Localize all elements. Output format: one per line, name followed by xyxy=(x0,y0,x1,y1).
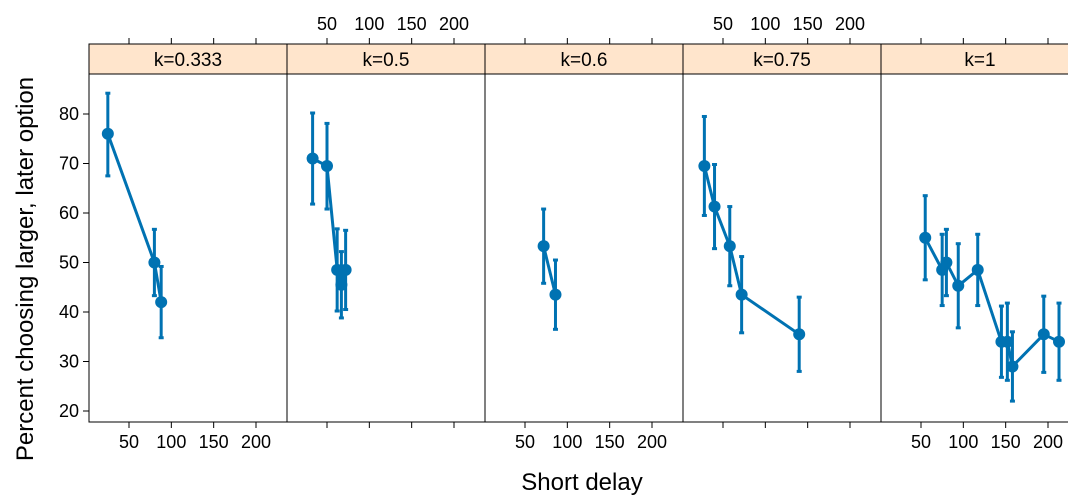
data-point xyxy=(698,159,711,172)
data-point xyxy=(148,256,161,269)
x-tick-label: 200 xyxy=(241,432,271,452)
panel-frame xyxy=(484,73,684,423)
y-tick-label: 40 xyxy=(59,302,79,322)
x-tick-label: 100 xyxy=(156,432,186,452)
x-tick-label: 100 xyxy=(552,432,582,452)
x-tick-label: 50 xyxy=(713,14,733,34)
y-axis: 20 30 40 50 60 70 80 xyxy=(59,104,89,421)
series-line xyxy=(542,245,557,296)
panel-strip-label: k=0.5 xyxy=(362,50,409,71)
x-tick-label: 150 xyxy=(199,432,229,452)
x-tick-label: 100 xyxy=(750,14,780,34)
panel-data xyxy=(919,194,1066,403)
y-tick-label: 50 xyxy=(59,253,79,273)
series-line xyxy=(702,165,801,336)
data-point xyxy=(537,240,550,253)
panel-strip xyxy=(286,43,486,75)
data-point xyxy=(723,240,736,253)
panel-strip-label: k=0.75 xyxy=(753,50,811,71)
y-tick-label: 20 xyxy=(59,401,79,421)
panel-4: k=0.75 50 100 150 200 xyxy=(682,14,882,428)
data-point xyxy=(793,328,806,341)
x-tick-label: 200 xyxy=(637,432,667,452)
x-tick-label: 200 xyxy=(439,14,469,34)
data-point xyxy=(919,231,932,244)
panel-strip xyxy=(880,43,1068,75)
panel-strip-label: k=0.333 xyxy=(154,50,222,71)
data-point xyxy=(1001,335,1014,348)
x-tick-label: 150 xyxy=(397,14,427,34)
data-point xyxy=(971,263,984,276)
x-tick-label: 50 xyxy=(119,432,139,452)
data-point xyxy=(321,159,333,172)
panel-data xyxy=(537,207,562,331)
panel-strip xyxy=(88,43,288,75)
data-point xyxy=(339,263,352,276)
x-tick-label: 200 xyxy=(1033,432,1063,452)
x-tick-label: 100 xyxy=(948,432,978,452)
x-axis-label: Short delay xyxy=(521,469,642,496)
panel-data xyxy=(101,91,168,340)
data-point xyxy=(940,256,953,269)
y-tick-label: 30 xyxy=(59,352,79,372)
x-tick-label: 50 xyxy=(515,432,535,452)
panel-3: k=0.6 50 100 150 200 xyxy=(484,38,684,452)
panel-data xyxy=(306,111,352,320)
panel-frame xyxy=(880,73,1068,423)
y-tick-label: 70 xyxy=(59,154,79,174)
x-tick-label: 50 xyxy=(317,14,337,34)
data-point xyxy=(1053,335,1066,348)
panels-layer: k=0.333 50 100 150 200 k=0.5 50 100 150 200 k=0.6 5… xyxy=(88,14,1068,452)
data-point xyxy=(155,296,168,309)
x-tick-label: 100 xyxy=(354,14,384,34)
y-axis-label: Percent choosing larger, later option xyxy=(12,77,39,461)
panel-strip xyxy=(682,43,882,75)
data-point xyxy=(735,288,748,301)
panel-strip-label: k=1 xyxy=(964,50,995,71)
x-tick-label: 150 xyxy=(793,14,823,34)
panel-1: k=0.333 50 100 150 200 xyxy=(88,38,288,452)
panel-2: k=0.5 50 100 150 200 xyxy=(286,14,486,428)
x-tick-label: 150 xyxy=(991,432,1021,452)
data-point xyxy=(306,152,319,165)
panel-frame xyxy=(88,73,288,423)
x-tick-label: 200 xyxy=(835,14,865,34)
data-point xyxy=(1037,328,1050,341)
y-tick-label: 60 xyxy=(59,203,79,223)
x-tick-label: 150 xyxy=(595,432,625,452)
data-point xyxy=(549,288,562,301)
data-point xyxy=(708,200,721,213)
panel-5: k=1 50 100 150 200 xyxy=(880,38,1068,452)
panel-frame xyxy=(286,73,486,423)
panel-data xyxy=(698,114,806,373)
panel-strip-label: k=0.6 xyxy=(560,50,607,71)
data-point xyxy=(101,127,114,140)
x-tick-label: 50 xyxy=(911,432,931,452)
data-point xyxy=(952,279,965,292)
data-point xyxy=(1006,360,1019,373)
y-tick-label: 80 xyxy=(59,104,79,124)
